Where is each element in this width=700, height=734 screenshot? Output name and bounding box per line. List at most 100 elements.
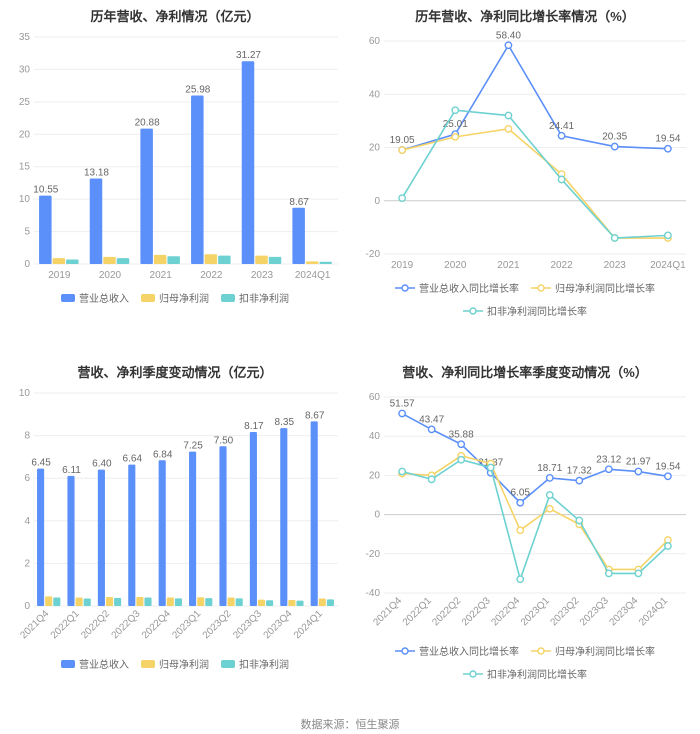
- svg-text:2019: 2019: [48, 270, 71, 281]
- svg-text:20.88: 20.88: [135, 118, 160, 129]
- legend-item: 归母净利润: [141, 290, 209, 305]
- panel-bottom-right: 营收、净利同比增长率季度变动情况（%） -40-2002040602021Q42…: [350, 356, 700, 712]
- svg-text:10: 10: [19, 388, 31, 399]
- svg-text:10: 10: [19, 194, 31, 205]
- svg-text:31.27: 31.27: [236, 50, 261, 61]
- legend-swatch: [395, 646, 415, 656]
- svg-text:2023Q4: 2023Q4: [608, 595, 641, 628]
- chart-line-annual: -200204060201920202021202220232024Q119.0…: [354, 31, 696, 276]
- svg-text:2019: 2019: [391, 260, 414, 271]
- svg-text:2022Q4: 2022Q4: [489, 595, 522, 628]
- svg-text:2020: 2020: [99, 270, 122, 281]
- svg-text:-40: -40: [366, 588, 381, 599]
- svg-text:2024Q1: 2024Q1: [292, 608, 325, 641]
- svg-text:2023Q3: 2023Q3: [578, 595, 611, 628]
- svg-text:2020: 2020: [444, 260, 467, 271]
- svg-text:20: 20: [369, 470, 381, 481]
- svg-text:2022Q2: 2022Q2: [430, 595, 463, 628]
- svg-text:4: 4: [24, 516, 30, 527]
- legend-label: 营业总收入同比增长率: [419, 643, 519, 658]
- svg-text:8.35: 8.35: [275, 417, 295, 428]
- legend-swatch: [61, 294, 75, 302]
- legend: 营业总收入同比增长率 归母净利润同比增长率扣非净利润同比增长率: [354, 276, 696, 324]
- panel-top-right: 历年营收、净利同比增长率情况（%） -200204060201920202021…: [350, 0, 700, 356]
- svg-text:2022: 2022: [550, 260, 573, 271]
- svg-text:25.98: 25.98: [185, 85, 210, 96]
- legend-swatch: [141, 294, 155, 302]
- legend-item: 归母净利润同比增长率: [531, 280, 655, 295]
- svg-text:2023Q1: 2023Q1: [170, 608, 203, 641]
- legend: 营业总收入同比增长率 归母净利润同比增长率扣非净利润同比增长率: [354, 639, 696, 687]
- svg-text:2023: 2023: [251, 270, 274, 281]
- legend-item: 营业总收入: [61, 290, 129, 305]
- legend-item: 扣非净利润同比增长率: [463, 666, 587, 681]
- svg-text:30: 30: [19, 64, 31, 75]
- svg-text:2023Q4: 2023Q4: [262, 608, 295, 641]
- dashboard-grid: 历年营收、净利情况（亿元） 0510152025303510.55201913.…: [0, 0, 700, 712]
- svg-text:35: 35: [19, 32, 31, 43]
- legend-item: 营业总收入同比增长率: [395, 643, 519, 658]
- legend: 营业总收入 归母净利润 扣非净利润: [4, 652, 346, 677]
- svg-text:60: 60: [369, 36, 381, 47]
- svg-text:24.41: 24.41: [549, 121, 574, 132]
- legend-label: 营业总收入: [79, 656, 129, 671]
- legend-item: 归母净利润同比增长率: [531, 643, 655, 658]
- svg-text:2021: 2021: [497, 260, 520, 271]
- legend-item: 归母净利润: [141, 656, 209, 671]
- svg-text:23.12: 23.12: [596, 454, 621, 465]
- svg-text:40: 40: [369, 431, 381, 442]
- svg-text:7.25: 7.25: [183, 441, 203, 452]
- legend-label: 扣非净利润: [239, 656, 289, 671]
- chart-line-quarterly: -40-2002040602021Q42022Q12022Q22022Q3202…: [354, 387, 696, 639]
- svg-text:2022Q3: 2022Q3: [460, 595, 493, 628]
- legend-swatch: [61, 660, 75, 668]
- legend-swatch: [463, 669, 483, 679]
- chart-title: 历年营收、净利同比增长率情况（%）: [354, 6, 696, 25]
- legend-label: 归母净利润同比增长率: [555, 280, 655, 295]
- chart-title: 营收、净利季度变动情况（亿元）: [4, 362, 346, 381]
- legend-item: 扣非净利润: [221, 290, 289, 305]
- svg-text:2022Q1: 2022Q1: [49, 608, 82, 641]
- legend-swatch: [531, 646, 551, 656]
- legend-swatch: [463, 306, 483, 316]
- svg-text:5: 5: [24, 227, 30, 238]
- svg-text:0: 0: [24, 259, 30, 270]
- svg-text:6.45: 6.45: [31, 458, 51, 469]
- svg-text:40: 40: [369, 89, 381, 100]
- legend-label: 营业总收入: [79, 290, 129, 305]
- data-source-credit: 数据来源：恒生聚源: [0, 712, 700, 732]
- svg-text:8.17: 8.17: [244, 421, 264, 432]
- svg-text:20: 20: [369, 143, 381, 154]
- svg-text:6.84: 6.84: [153, 449, 173, 460]
- legend-label: 扣非净利润同比增长率: [487, 666, 587, 681]
- svg-text:2023Q2: 2023Q2: [201, 608, 234, 641]
- svg-text:51.57: 51.57: [390, 399, 415, 410]
- svg-text:8.67: 8.67: [305, 410, 325, 421]
- legend-label: 营业总收入同比增长率: [419, 280, 519, 295]
- svg-text:20.35: 20.35: [602, 132, 627, 143]
- svg-text:6.05: 6.05: [511, 488, 531, 499]
- svg-text:2021Q4: 2021Q4: [371, 595, 404, 628]
- svg-text:10.55: 10.55: [33, 185, 58, 196]
- legend-swatch: [221, 660, 235, 668]
- legend-label: 扣非净利润同比增长率: [487, 303, 587, 318]
- svg-text:21.97: 21.97: [626, 457, 651, 468]
- svg-text:2023Q3: 2023Q3: [231, 608, 264, 641]
- svg-text:13.18: 13.18: [84, 168, 109, 179]
- legend: 营业总收入 归母净利润 扣非净利润: [4, 286, 346, 311]
- legend-label: 扣非净利润: [239, 290, 289, 305]
- svg-text:18.71: 18.71: [537, 463, 562, 474]
- legend-label: 归母净利润: [159, 656, 209, 671]
- chart-title: 历年营收、净利情况（亿元）: [4, 6, 346, 25]
- svg-text:58.40: 58.40: [496, 31, 521, 41]
- legend-swatch: [141, 660, 155, 668]
- svg-text:25: 25: [19, 97, 31, 108]
- legend-item: 营业总收入同比增长率: [395, 280, 519, 295]
- legend-label: 归母净利润: [159, 290, 209, 305]
- svg-text:2024Q1: 2024Q1: [295, 270, 331, 281]
- legend-label: 归母净利润同比增长率: [555, 643, 655, 658]
- svg-text:20: 20: [19, 129, 31, 140]
- svg-text:7.50: 7.50: [214, 435, 234, 446]
- svg-text:43.47: 43.47: [419, 414, 444, 425]
- legend-swatch: [531, 283, 551, 293]
